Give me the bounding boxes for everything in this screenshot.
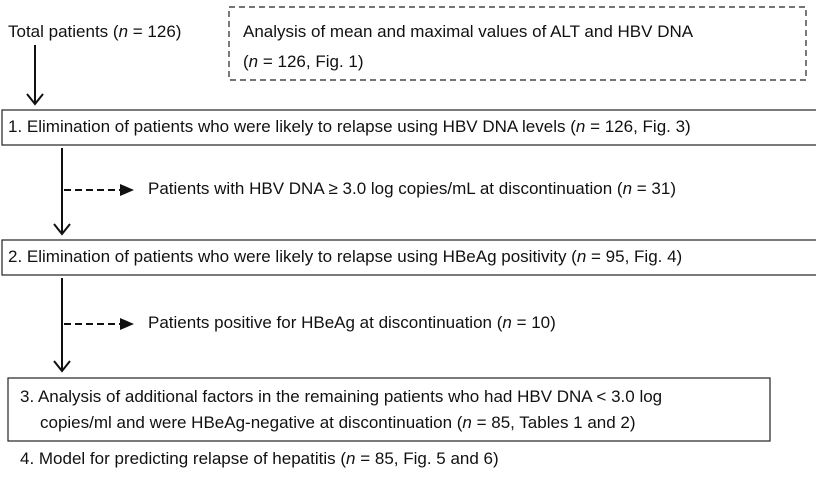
total-patients: Total patients (n = 126) [8,22,181,41]
italic-symbol: n [249,52,258,71]
text-part: = 126) [128,22,181,41]
analysis-box [228,6,807,81]
text-part: = 85, Tables 1 and 2) [472,413,636,432]
step3-line: copies/ml and were HBeAg-negative at dis… [40,413,636,432]
analysis-line: Analysis of mean and maximal values of A… [243,22,694,41]
italic-symbol: n [577,247,586,266]
analysis-line: (n = 126, Fig. 1) [243,52,364,71]
arrows [26,45,134,373]
text-part: = 126, Fig. 3) [585,117,690,136]
text-part: = 95, Fig. 4) [586,247,682,266]
text-part: 1. Elimination of patients who were like… [8,117,576,136]
italic-symbol: n [623,179,632,198]
text-part: copies/ml and were HBeAg-negative at dis… [40,413,463,432]
text-part: Patients with HBV DNA ≥ 3.0 log copies/m… [148,179,623,198]
side2-text: Patients positive for HBeAg at discontin… [148,313,556,332]
step3-line: 3. Analysis of additional factors in the… [20,387,662,406]
text-part: 4. Model for predicting relapse of hepat… [20,449,346,468]
step1-text: 1. Elimination of patients who were like… [8,117,691,136]
text-part: = 31) [632,179,676,198]
text-part: = 126, Fig. 1) [258,52,363,71]
text-part: 2. Elimination of patients who were like… [8,247,577,266]
step2-box [1,239,816,276]
text-part: = 10) [512,313,556,332]
text-part: Patients positive for HBeAg at discontin… [148,313,503,332]
text-part: Analysis of mean and maximal values of A… [243,22,694,41]
step4-text: 4. Model for predicting relapse of hepat… [20,449,499,468]
text-part: = 85, Fig. 5 and 6) [355,449,498,468]
italic-symbol: n [119,22,128,41]
step2-text: 2. Elimination of patients who were like… [8,247,682,266]
side1-text: Patients with HBV DNA ≥ 3.0 log copies/m… [148,179,676,198]
text-part: 3. Analysis of additional factors in the… [20,387,662,406]
italic-symbol: n [502,313,511,332]
italic-symbol: n [462,413,471,432]
italic-symbol: n [346,449,355,468]
text-part: ( [243,52,249,71]
italic-symbol: n [576,117,585,136]
step1-box [1,109,816,146]
step3-box [7,377,771,442]
text-part: Total patients ( [8,22,119,41]
